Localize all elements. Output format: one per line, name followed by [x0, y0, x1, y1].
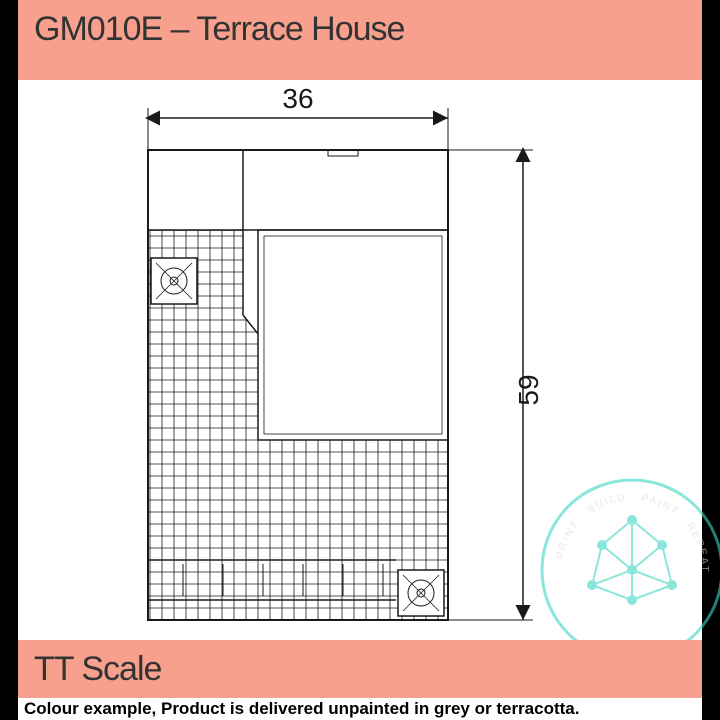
dim-height: 59 [448, 150, 544, 620]
chimney-pot-2 [398, 570, 444, 616]
dim-height-label: 59 [513, 374, 544, 405]
product-title: GM010E – Terrace House [34, 10, 686, 49]
inner-rect [258, 230, 448, 440]
frame-left [0, 0, 18, 720]
header-banner: GM010E – Terrace House [18, 0, 702, 80]
diagram-area: 36 59 [18, 80, 702, 640]
dim-width-label: 36 [282, 83, 313, 114]
caption-text: Colour example, Product is delivered unp… [18, 698, 702, 720]
scale-label: TT Scale [34, 650, 686, 689]
chimney-1 [148, 150, 243, 230]
footer-banner: TT Scale [18, 640, 702, 698]
chimney-pot-1 [151, 258, 197, 304]
dim-width: 36 [148, 83, 448, 150]
